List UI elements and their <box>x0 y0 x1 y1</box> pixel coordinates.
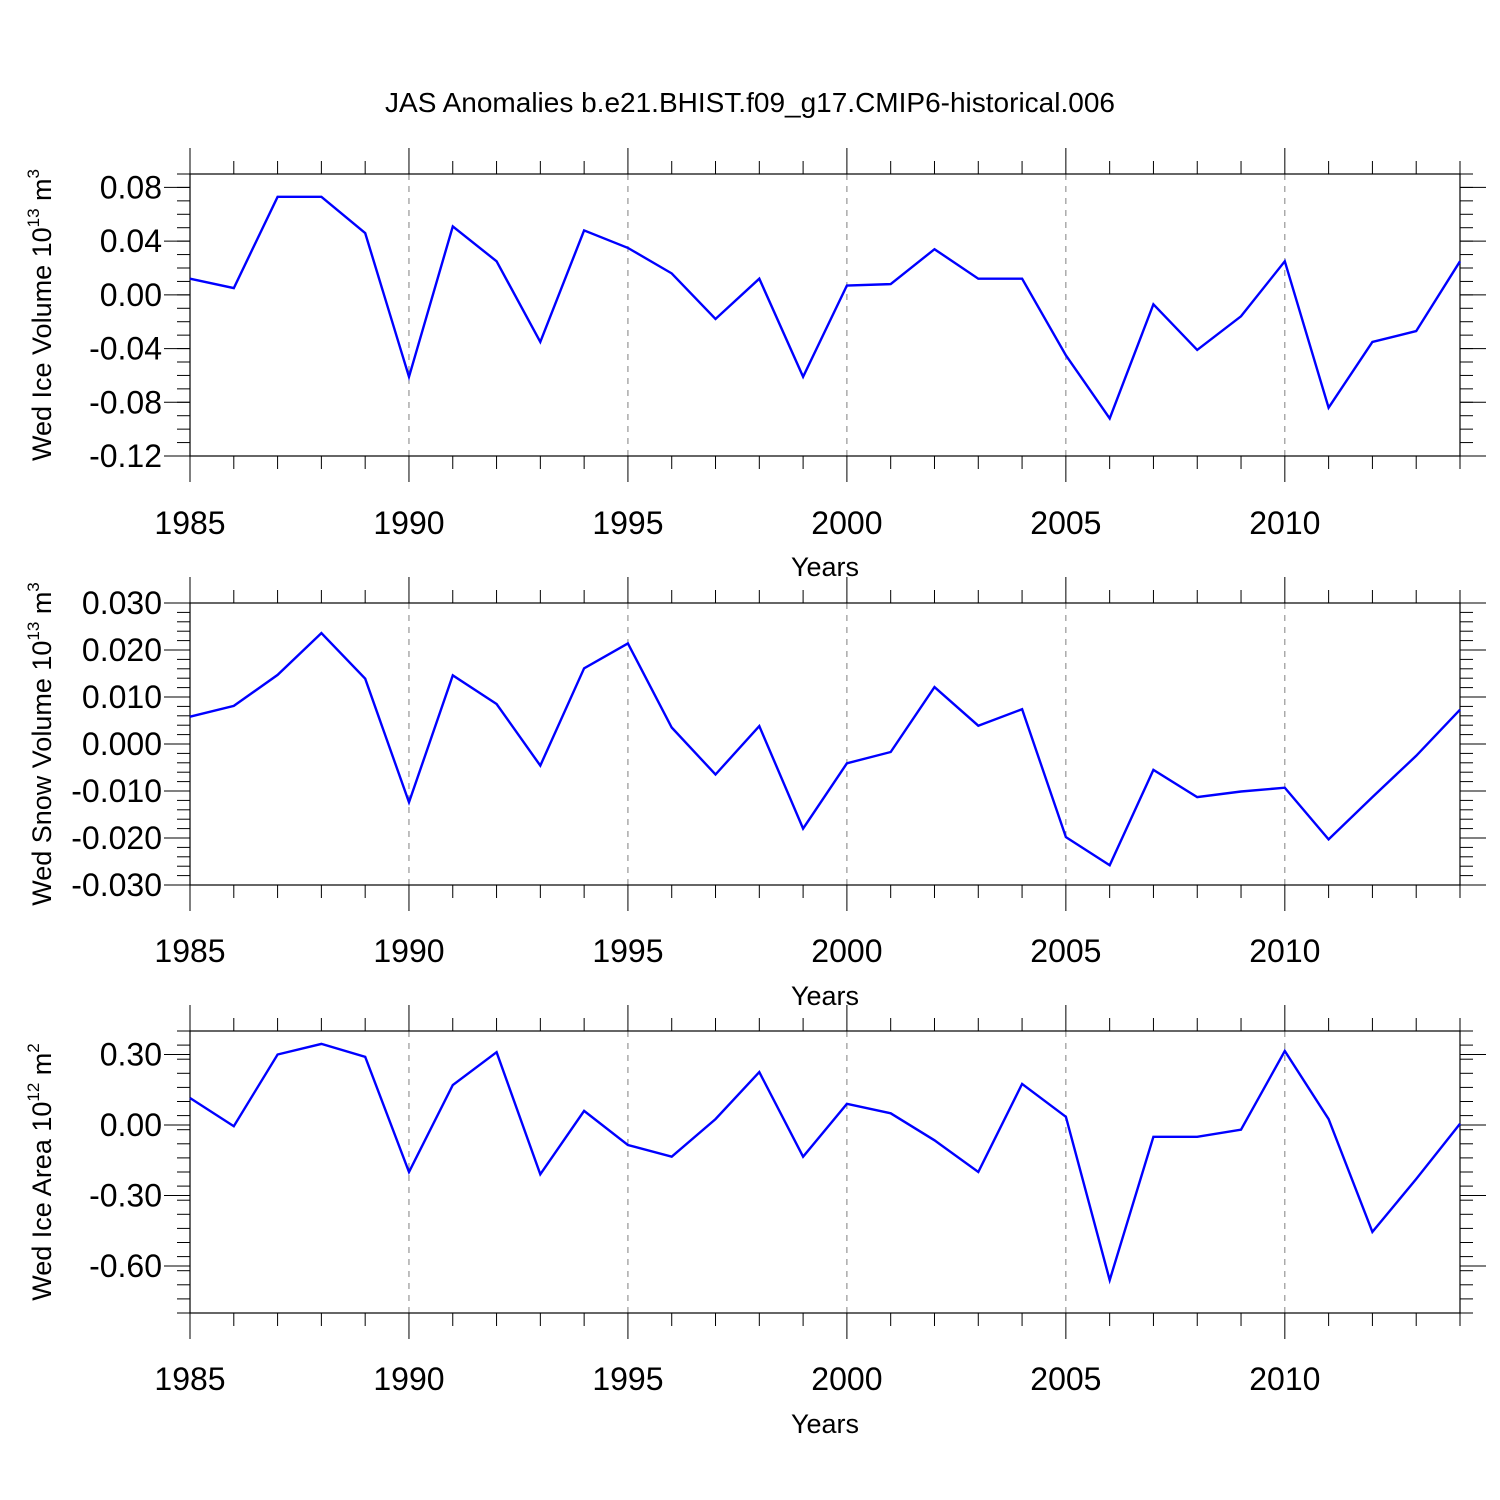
series-line <box>189 1042 1461 1285</box>
x-axis-label: Years <box>791 981 859 1011</box>
y-axis-label-superscript: 13 <box>24 208 43 227</box>
y-tick-label: -0.30 <box>89 1178 162 1214</box>
y-axis-label-superscript: 3 <box>24 169 43 178</box>
x-tick-label: 2010 <box>1249 505 1320 541</box>
y-tick-label: 0.020 <box>82 632 162 668</box>
y-axis-label-superscript: 2 <box>24 1043 43 1052</box>
figure-title: JAS Anomalies b.e21.BHIST.f09_g17.CMIP6-… <box>385 87 1115 118</box>
x-tick-label: 1990 <box>373 505 444 541</box>
x-tick-label: 1990 <box>373 933 444 969</box>
y-axis-label-text: m <box>27 1053 57 1083</box>
x-tick-label: 2010 <box>1249 1361 1320 1397</box>
y-tick-label: -0.030 <box>71 867 162 903</box>
y-axis-label: Wed Snow Volume 1013 m3 <box>24 582 57 906</box>
y-axis-label-text: Wed Ice Area 10 <box>27 1102 57 1301</box>
chart-panel-1: -0.12 -0.08 -0.04 0.00 0.04 0.08 1985 1990 1995 2… <box>24 148 1486 582</box>
x-tick-label: 2005 <box>1030 933 1101 969</box>
chart-panels: -0.12 -0.08 -0.04 0.00 0.04 0.08 1985 1990 1995 2… <box>24 148 1486 1439</box>
y-axis-label-text: Wed Snow Volume 10 <box>27 641 57 906</box>
x-tick-label: 2005 <box>1030 1361 1101 1397</box>
x-axis-label: Years <box>791 1409 859 1439</box>
y-axis-label-text: Wed Ice Volume 10 <box>27 227 57 461</box>
chart-panel-2: -0.030 -0.020 -0.010 0.000 0.010 0.020 0.030 19… <box>24 577 1486 1011</box>
y-tick-label: 0.030 <box>82 585 162 621</box>
y-tick-label: 0.00 <box>100 277 162 313</box>
x-tick-label: 2000 <box>811 1361 882 1397</box>
y-axis-label-text: m <box>27 592 57 622</box>
x-tick-label: 1995 <box>592 1361 663 1397</box>
y-tick-label: -0.08 <box>89 384 162 420</box>
y-axis-label-text: m <box>27 178 57 208</box>
x-tick-label: 1995 <box>592 505 663 541</box>
x-tick-label: 2000 <box>811 933 882 969</box>
series-line <box>189 195 1462 421</box>
x-tick-label: 2010 <box>1249 933 1320 969</box>
x-tick-label: 2005 <box>1030 505 1101 541</box>
y-tick-label: 0.30 <box>100 1037 162 1073</box>
y-tick-label: -0.010 <box>71 773 162 809</box>
x-tick-label: 1990 <box>373 1361 444 1397</box>
y-axis-label-superscript: 3 <box>24 582 43 591</box>
x-tick-label: 1995 <box>592 933 663 969</box>
y-axis-label-superscript: 13 <box>24 622 43 641</box>
x-tick-label: 1985 <box>154 933 225 969</box>
series-line <box>189 631 1461 868</box>
plot-frame <box>189 173 1461 457</box>
y-tick-label: 0.000 <box>82 726 162 762</box>
x-axis-label: Years <box>791 552 859 582</box>
x-tick-label: 1985 <box>154 505 225 541</box>
y-tick-label: -0.12 <box>89 438 162 474</box>
chart-panel-3: -0.60 -0.30 0.00 0.30 1985 1990 1995 2000 2005 20… <box>24 1005 1486 1439</box>
y-axis-label-superscript: 12 <box>24 1083 43 1102</box>
x-tick-label: 2000 <box>811 505 882 541</box>
x-tick-label: 1985 <box>154 1361 225 1397</box>
y-axis-label: Wed Ice Area 1012 m2 <box>24 1043 57 1301</box>
y-tick-label: -0.020 <box>71 820 162 856</box>
y-tick-label: -0.04 <box>89 331 162 367</box>
y-tick-label: 0.04 <box>100 223 162 259</box>
y-tick-label: 0.00 <box>100 1107 162 1143</box>
y-axis-label: Wed Ice Volume 1013 m3 <box>24 169 57 461</box>
y-tick-label: 0.08 <box>100 169 162 205</box>
y-tick-label: 0.010 <box>82 679 162 715</box>
y-tick-label: -0.60 <box>89 1248 162 1284</box>
